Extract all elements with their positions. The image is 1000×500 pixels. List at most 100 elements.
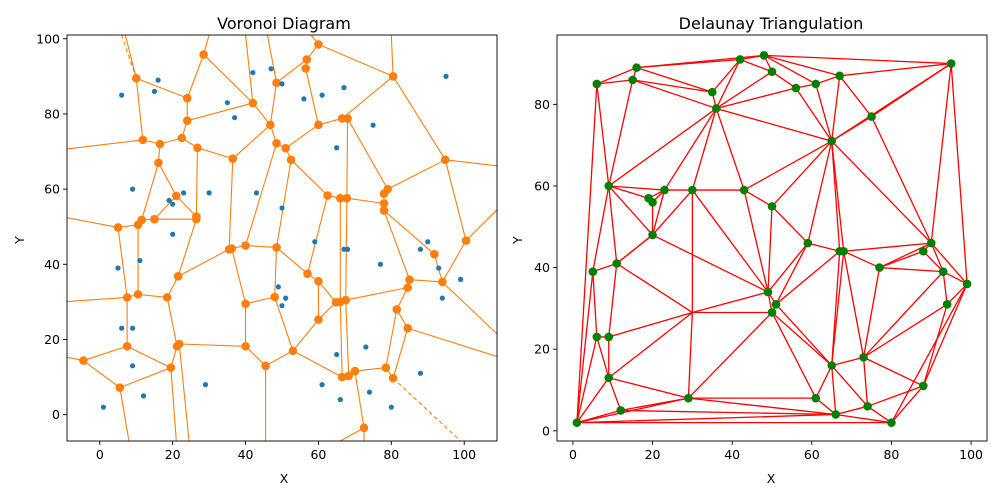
delaunay-edge	[831, 364, 869, 407]
voronoi-vertex	[162, 293, 172, 302]
voronoi-edge	[285, 124, 319, 149]
voronoi-edge	[407, 327, 497, 357]
voronoi-edge	[465, 209, 497, 242]
input-point	[140, 393, 147, 399]
input-point	[735, 55, 745, 64]
delaunay-edge	[775, 303, 833, 367]
voronoi-edge	[203, 53, 254, 104]
voronoi-vertex	[302, 55, 312, 64]
voronoi-edge	[274, 296, 294, 352]
input-point	[835, 71, 844, 81]
x-tick-label: 0	[569, 447, 577, 462]
voronoi-edge	[269, 82, 278, 126]
voronoi-vertex	[115, 383, 125, 392]
voronoi-edge	[228, 158, 234, 250]
voronoi-vertex	[314, 120, 323, 130]
input-point	[224, 100, 230, 106]
voronoi-vertex	[241, 299, 250, 309]
voronoi-vertex	[172, 191, 181, 201]
voronoi-edge	[196, 147, 234, 160]
voronoi-vertex	[133, 220, 143, 230]
input-point	[827, 361, 837, 370]
input-point	[268, 66, 274, 72]
voronoi-edge	[383, 210, 435, 255]
voronoi-vertex	[133, 290, 143, 299]
input-point	[859, 353, 868, 362]
delaunay-edge	[651, 189, 666, 236]
input-point	[831, 410, 841, 419]
voronoi-edge	[186, 102, 254, 122]
input-point	[341, 246, 347, 252]
y-tick-label: 0	[52, 407, 60, 422]
voronoi-vertex	[288, 346, 298, 356]
input-point	[137, 257, 143, 264]
voronoi-vertex	[405, 275, 414, 285]
delaunay-edge	[831, 140, 845, 252]
delaunay-edge	[831, 140, 841, 252]
input-point	[425, 239, 431, 245]
chart-title: Delaunay Triangulation	[679, 14, 864, 33]
delaunay-edge	[878, 266, 944, 273]
voronoi-edge	[274, 246, 278, 298]
input-point	[648, 230, 657, 240]
y-tick-label: 20	[44, 332, 60, 347]
voronoi-edge	[178, 343, 247, 347]
voronoi-vertex	[270, 292, 280, 302]
delaunay-edge	[592, 185, 610, 273]
delaunay-edge	[831, 140, 932, 244]
delaunay-edge	[576, 336, 598, 424]
voronoi-vertex	[199, 50, 208, 59]
voronoi-edge	[231, 247, 247, 305]
input-point	[962, 279, 972, 289]
voronoi-vertex	[193, 143, 202, 153]
voronoi-vertex	[359, 423, 369, 433]
delaunay-edge	[715, 107, 833, 142]
voronoi-edge	[245, 345, 267, 367]
voronoi-vertex	[241, 341, 250, 351]
delaunay-edge	[930, 62, 952, 244]
voronoi-edge	[345, 299, 350, 377]
voronoi-edge	[387, 159, 446, 190]
voronoi-edge	[306, 194, 329, 275]
input-point	[181, 190, 187, 196]
delaunay-edge	[691, 107, 717, 191]
input-point	[827, 136, 837, 146]
input-point	[863, 402, 872, 411]
input-point	[926, 238, 936, 248]
voronoi-edge-infinite	[121, 35, 137, 79]
delaunay-edge	[890, 283, 968, 424]
delaunay-edge	[576, 271, 594, 424]
delaunay-edge	[942, 271, 948, 305]
input-point	[648, 197, 657, 207]
voronoi-edge-infinite	[392, 377, 461, 441]
delaunay-edge	[922, 250, 944, 273]
x-tick-label: 60	[804, 447, 820, 462]
voronoi-vertex	[272, 243, 281, 252]
y-tick-label: 40	[44, 257, 60, 272]
delaunay-edge	[631, 79, 713, 93]
delaunay-edge	[843, 242, 932, 252]
voronoi-vertex	[314, 276, 323, 286]
voronoi-edge	[175, 195, 197, 218]
delaunay-edge	[815, 83, 833, 142]
input-point	[604, 373, 614, 383]
delaunay-edge	[635, 58, 741, 69]
delaunay-edge	[843, 250, 865, 359]
input-point	[115, 265, 121, 271]
voronoi-edge	[67, 139, 144, 150]
delaunay-edge	[950, 62, 968, 285]
voronoi-edge	[177, 218, 197, 277]
delaunay-edge	[767, 205, 773, 293]
x-axis-label: X	[767, 471, 776, 486]
y-axis-label: Y	[510, 236, 525, 245]
delaunay-edge	[608, 185, 650, 199]
voronoi-edge	[346, 197, 385, 204]
input-point	[417, 370, 424, 376]
input-point	[319, 382, 325, 388]
voronoi-vertex	[272, 78, 281, 88]
delaunay-edge	[616, 262, 694, 314]
voronoi-edge	[82, 345, 128, 362]
delaunay-edge	[576, 377, 610, 424]
voronoi-vertex	[314, 40, 323, 49]
voronoi-edge	[266, 35, 278, 84]
